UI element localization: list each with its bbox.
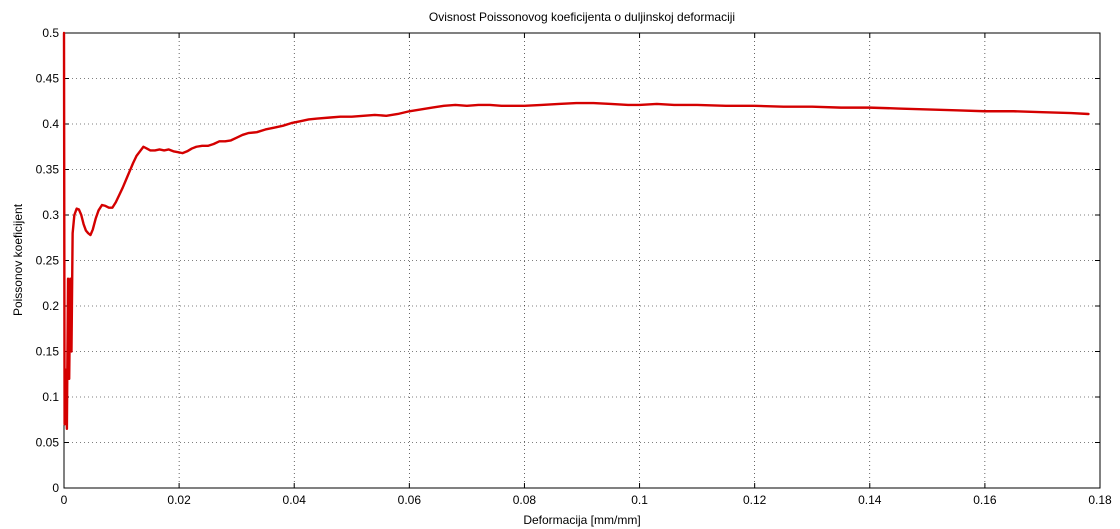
y-tick-label: 0.1 xyxy=(42,390,59,404)
y-tick-label: 0.05 xyxy=(36,436,60,450)
y-tick-label: 0.25 xyxy=(36,254,60,268)
x-axis-label: Deformacija [mm/mm] xyxy=(523,513,640,527)
x-tick-label: 0.1 xyxy=(631,493,648,507)
y-tick-label: 0.35 xyxy=(36,163,60,177)
series-layer xyxy=(62,31,1090,431)
x-tick-label: 0.18 xyxy=(1088,493,1112,507)
series-line-0 xyxy=(62,31,1090,431)
y-tick-label: 0.15 xyxy=(36,345,60,359)
y-tick-label: 0.2 xyxy=(42,299,59,313)
chart-title: Ovisnost Poissonovog koeficijenta o dulj… xyxy=(429,10,735,24)
grid xyxy=(64,33,1100,488)
x-tick-label: 0.04 xyxy=(283,493,307,507)
y-tick-label: 0.5 xyxy=(42,26,59,40)
y-tick-label: 0.45 xyxy=(36,72,60,86)
y-axis-label: Poissonov koeficijent xyxy=(11,203,25,316)
x-tick-label: 0.08 xyxy=(513,493,537,507)
x-tick-label: 0.02 xyxy=(167,493,191,507)
axis-ticks: 0 0.02 0.04 0.06 0.08 0.1 0.12 0.14 0.16 0.18 0 0.0… xyxy=(36,26,1112,507)
x-tick-label: 0.14 xyxy=(858,493,882,507)
x-tick-label: 0.06 xyxy=(398,493,422,507)
y-tick-label: 0.4 xyxy=(42,117,59,131)
y-tick-label: 0.3 xyxy=(42,208,59,222)
x-tick-label: 0.16 xyxy=(973,493,997,507)
y-tick-label: 0 xyxy=(52,481,59,495)
x-tick-label: 0.12 xyxy=(743,493,767,507)
x-tick-label: 0 xyxy=(61,493,68,507)
